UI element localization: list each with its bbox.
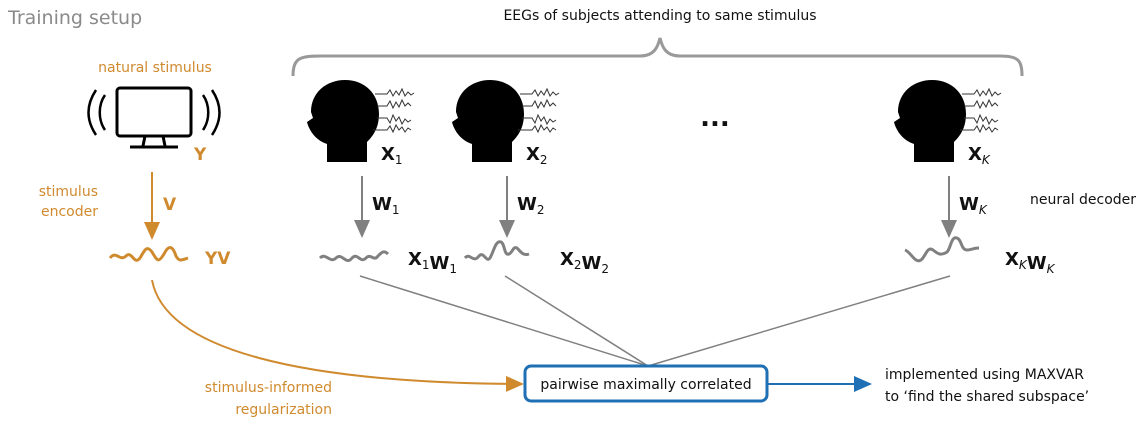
symbol-subscript: K — [1019, 258, 1028, 272]
regularization-label: regularization — [235, 402, 332, 418]
head-icon — [306, 79, 415, 163]
decoder-label: neural decoder — [1030, 192, 1136, 208]
output-symbol: X2W2 — [560, 249, 609, 276]
eeg-symbol: X2 — [526, 144, 548, 167]
stimulus-signal: Y — [193, 145, 207, 165]
symbol-base: W — [1027, 253, 1047, 274]
symbol-subscript: 2 — [540, 153, 548, 167]
eeg-symbol: X1 — [381, 144, 403, 167]
symbol-base: W — [517, 194, 537, 215]
eeg-symbol: XK — [968, 144, 991, 167]
stimulus-output: YV — [204, 249, 231, 269]
center-box-label: pairwise maximally correlated — [540, 377, 751, 393]
symbol-subscript: 1 — [392, 203, 400, 217]
symbol-subscript: K — [979, 203, 988, 217]
regularization-label: stimulus-informed — [205, 380, 332, 396]
output-symbol: XKWK — [1005, 249, 1056, 276]
stimulus-label: natural stimulus — [98, 60, 212, 76]
symbol-base: X — [1005, 249, 1019, 270]
eeg-waveform — [463, 240, 530, 261]
symbol-base: X — [526, 144, 540, 165]
symbol-base: W — [430, 253, 450, 274]
regularization-arrow — [151, 279, 524, 392]
connectors — [359, 275, 951, 367]
symbol-base: W — [372, 194, 392, 215]
brace-label: EEGs of subjects attending to same stimu… — [503, 8, 816, 24]
brace — [291, 37, 1024, 77]
decoder-symbol: W1 — [372, 194, 400, 217]
encoder-symbol: V — [163, 195, 177, 215]
symbol-base: X — [560, 249, 574, 270]
head-icon — [451, 79, 560, 163]
monitor-icon — [87, 86, 221, 149]
encoder-label: stimulus — [39, 184, 98, 200]
decoder-symbol: W2 — [517, 194, 545, 217]
implementation-label: implemented using MAXVAR — [885, 367, 1084, 383]
symbol-subscript: K — [982, 153, 991, 167]
symbol-subscript: 1 — [422, 258, 430, 272]
head-icon — [893, 79, 1002, 163]
ellipsis: ... — [700, 103, 730, 133]
symbol-base: X — [968, 144, 982, 165]
eeg-waveform — [318, 250, 390, 262]
symbol-subscript: 2 — [601, 262, 609, 276]
decoder-symbol: WK — [959, 194, 988, 217]
symbol-subscript: 2 — [537, 203, 545, 217]
symbol-base: W — [959, 194, 979, 215]
symbol-base: X — [381, 144, 395, 165]
symbol-subscript: 1 — [449, 262, 457, 276]
encoder-label: encoder — [41, 204, 98, 220]
symbol-base: X — [408, 249, 422, 270]
symbol-subscript: K — [1047, 262, 1056, 276]
output-symbol: X1W1 — [408, 249, 457, 276]
eeg-waveform — [904, 236, 980, 263]
title: Training setup — [7, 7, 142, 29]
implementation-label: to ‘find the shared subspace’ — [885, 389, 1089, 405]
stimulus-waveform — [108, 246, 189, 262]
symbol-subscript: 1 — [395, 153, 403, 167]
symbol-subscript: 2 — [574, 258, 582, 272]
symbol-base: W — [582, 253, 602, 274]
